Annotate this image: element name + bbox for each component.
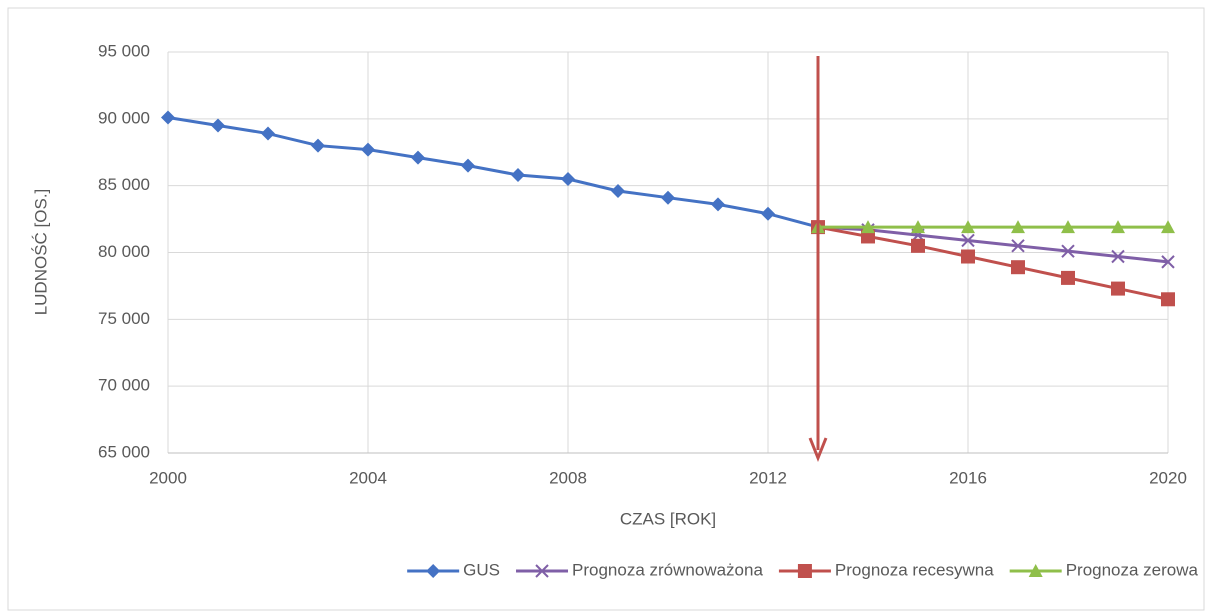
marker	[1061, 244, 1075, 258]
x-tick-label: 2008	[549, 468, 587, 487]
x-tick-label: 2004	[349, 468, 387, 487]
y-tick-label: 80 000	[98, 242, 150, 261]
marker	[1111, 281, 1125, 296]
legend-label: Prognoza recesywna	[835, 560, 994, 579]
marker	[1011, 220, 1025, 234]
x-tick-label: 2000	[149, 468, 187, 487]
y-tick-label: 65 000	[98, 442, 150, 461]
series-line	[817, 225, 1169, 301]
marker	[797, 564, 812, 578]
marker	[1011, 260, 1025, 275]
marker	[211, 118, 225, 133]
series-line	[817, 225, 1169, 264]
legend: GUS Prognoza zrównoważona Prognoza recesyw…	[407, 560, 1199, 579]
marker	[535, 564, 549, 578]
divider-arrow-head	[808, 437, 828, 463]
marker	[1111, 220, 1125, 234]
y-tick-label: 85 000	[98, 175, 150, 194]
marker	[711, 197, 725, 212]
marker	[161, 110, 175, 125]
chart-frame	[7, 7, 1205, 611]
legend-label: GUS	[463, 560, 500, 579]
y-tick-label: 70 000	[98, 376, 150, 395]
marker	[1011, 239, 1025, 253]
marker	[661, 190, 675, 205]
x-tick-label: 2020	[1149, 468, 1187, 487]
y-tick-label: 95 000	[98, 41, 150, 60]
marker	[311, 138, 325, 153]
marker	[1028, 564, 1043, 577]
marker	[761, 206, 775, 221]
marker	[961, 249, 975, 264]
marker	[411, 150, 425, 165]
marker	[911, 220, 925, 234]
y-tick-label: 90 000	[98, 108, 150, 127]
x-tick-label: 2016	[949, 468, 987, 487]
x-tick-label: 2012	[749, 468, 787, 487]
marker	[611, 184, 625, 199]
marker	[861, 220, 875, 234]
y-axis-label: LUDNOŚĆ [OS.]	[31, 189, 50, 316]
marker	[511, 167, 525, 182]
marker	[461, 158, 475, 173]
legend-label: Prognoza zerowa	[1066, 560, 1199, 579]
marker	[1161, 220, 1175, 234]
marker	[961, 233, 975, 248]
marker	[1161, 255, 1175, 269]
marker	[561, 171, 575, 186]
marker	[1111, 249, 1125, 264]
marker	[1061, 270, 1075, 285]
marker	[1161, 292, 1175, 307]
legend-label: Prognoza zrównoważona	[572, 560, 763, 579]
marker	[261, 126, 275, 141]
marker	[911, 238, 925, 253]
marker	[961, 220, 975, 234]
marker	[361, 142, 375, 157]
marker	[426, 564, 441, 578]
series-line	[167, 116, 819, 229]
y-tick-label: 75 000	[98, 309, 150, 328]
marker	[1061, 220, 1075, 234]
x-axis-label: CZAS [ROK]	[620, 509, 716, 528]
